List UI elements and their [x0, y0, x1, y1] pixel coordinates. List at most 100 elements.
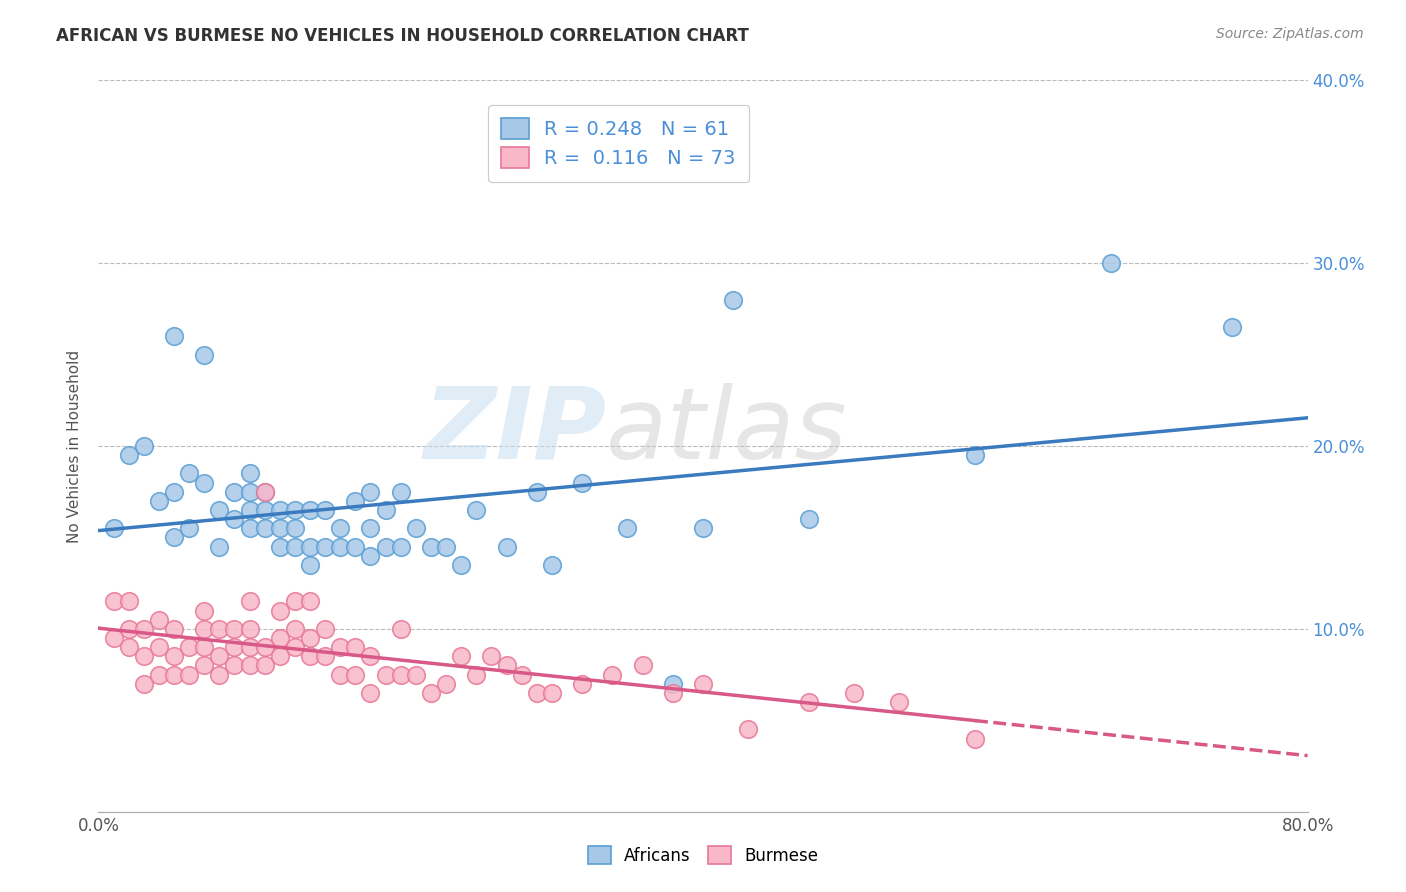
Point — [405, 521, 427, 535]
Point — [889, 695, 911, 709]
Point — [602, 667, 624, 681]
Point — [631, 658, 654, 673]
Point — [360, 484, 382, 499]
Legend: R = 0.248   N = 61, R =  0.116   N = 73: R = 0.248 N = 61, R = 0.116 N = 73 — [488, 104, 749, 182]
Point — [208, 622, 231, 636]
Point — [239, 658, 262, 673]
Point — [163, 484, 186, 499]
Point — [239, 484, 262, 499]
Point — [132, 622, 155, 636]
Point — [344, 494, 367, 508]
Point — [148, 494, 170, 508]
Point — [360, 686, 382, 700]
Point — [148, 640, 170, 655]
Point — [179, 667, 201, 681]
Point — [299, 503, 322, 517]
Point — [571, 676, 593, 690]
Point — [344, 540, 367, 554]
Point — [314, 649, 336, 664]
Point — [329, 521, 352, 535]
Point — [132, 439, 155, 453]
Point — [253, 503, 276, 517]
Point — [239, 640, 262, 655]
Point — [299, 558, 322, 572]
Y-axis label: No Vehicles in Household: No Vehicles in Household — [67, 350, 83, 542]
Point — [253, 640, 276, 655]
Point — [797, 512, 820, 526]
Point — [526, 686, 548, 700]
Point — [269, 649, 291, 664]
Point — [661, 676, 683, 690]
Point — [844, 686, 866, 700]
Point — [269, 503, 291, 517]
Point — [360, 649, 382, 664]
Point — [434, 540, 457, 554]
Point — [389, 484, 412, 499]
Point — [360, 549, 382, 563]
Point — [374, 540, 396, 554]
Point — [224, 622, 246, 636]
Point — [118, 448, 141, 462]
Point — [132, 676, 155, 690]
Point — [360, 521, 382, 535]
Point — [148, 613, 170, 627]
Point — [179, 521, 201, 535]
Point — [299, 649, 322, 664]
Point — [118, 640, 141, 655]
Point — [253, 521, 276, 535]
Point — [118, 594, 141, 608]
Point — [239, 467, 262, 481]
Point — [737, 723, 759, 737]
Point — [239, 622, 262, 636]
Point — [208, 503, 231, 517]
Point — [193, 475, 215, 490]
Point — [389, 667, 412, 681]
Point — [540, 558, 562, 572]
Point — [299, 631, 322, 645]
Point — [661, 686, 683, 700]
Point — [269, 540, 291, 554]
Point — [132, 649, 155, 664]
Point — [208, 649, 231, 664]
Point — [434, 676, 457, 690]
Point — [179, 467, 201, 481]
Point — [450, 649, 472, 664]
Point — [389, 622, 412, 636]
Point — [179, 640, 201, 655]
Point — [193, 347, 215, 362]
Point — [224, 640, 246, 655]
Point — [374, 503, 396, 517]
Point — [389, 540, 412, 554]
Point — [224, 512, 246, 526]
Text: AFRICAN VS BURMESE NO VEHICLES IN HOUSEHOLD CORRELATION CHART: AFRICAN VS BURMESE NO VEHICLES IN HOUSEH… — [56, 27, 749, 45]
Point — [193, 640, 215, 655]
Text: Source: ZipAtlas.com: Source: ZipAtlas.com — [1216, 27, 1364, 41]
Point — [450, 558, 472, 572]
Point — [103, 521, 125, 535]
Point — [465, 503, 488, 517]
Point — [1220, 320, 1243, 334]
Point — [239, 521, 262, 535]
Point — [193, 658, 215, 673]
Legend: Africans, Burmese: Africans, Burmese — [578, 836, 828, 875]
Point — [526, 484, 548, 499]
Point — [284, 503, 307, 517]
Point — [420, 686, 443, 700]
Point — [481, 649, 503, 664]
Point — [269, 603, 291, 617]
Point — [420, 540, 443, 554]
Point — [540, 686, 562, 700]
Point — [118, 622, 141, 636]
Point — [163, 622, 186, 636]
Point — [314, 503, 336, 517]
Point — [314, 622, 336, 636]
Point — [253, 484, 276, 499]
Point — [495, 658, 517, 673]
Text: ZIP: ZIP — [423, 383, 606, 480]
Point — [692, 676, 714, 690]
Point — [692, 521, 714, 535]
Point — [208, 540, 231, 554]
Point — [329, 540, 352, 554]
Point — [284, 622, 307, 636]
Point — [723, 293, 745, 307]
